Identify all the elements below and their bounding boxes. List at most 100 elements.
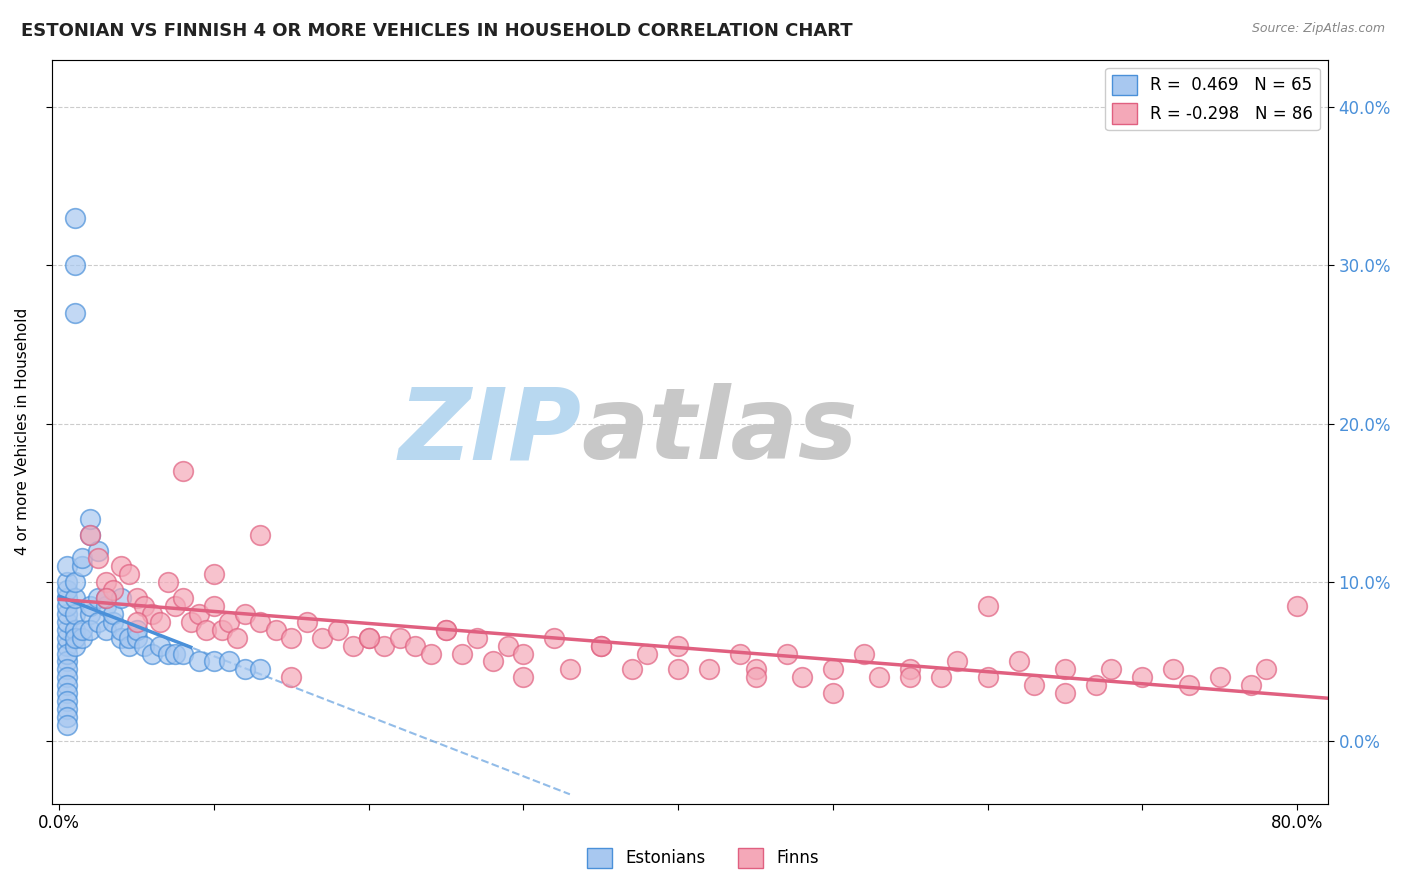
Point <box>63 259 86 273</box>
Point <box>1007 655 1029 669</box>
Point <box>63 211 86 225</box>
Point <box>156 575 179 590</box>
Point <box>103 615 125 629</box>
Point <box>1240 678 1263 692</box>
Point <box>496 639 519 653</box>
Point <box>94 623 117 637</box>
Point <box>1101 662 1123 676</box>
Text: ZIP: ZIP <box>398 384 581 480</box>
Point <box>156 647 179 661</box>
Point <box>56 615 79 629</box>
Point <box>94 591 117 606</box>
Point <box>852 647 875 661</box>
Point <box>172 647 194 661</box>
Text: ESTONIAN VS FINNISH 4 OR MORE VEHICLES IN HOUSEHOLD CORRELATION CHART: ESTONIAN VS FINNISH 4 OR MORE VEHICLES I… <box>21 22 852 40</box>
Point <box>280 670 302 684</box>
Point <box>56 623 79 637</box>
Point <box>79 607 101 621</box>
Point <box>465 631 488 645</box>
Point <box>56 631 79 645</box>
Point <box>56 718 79 732</box>
Point <box>481 655 503 669</box>
Point <box>202 567 225 582</box>
Point <box>976 670 998 684</box>
Point <box>697 662 720 676</box>
Point <box>63 607 86 621</box>
Point <box>87 591 110 606</box>
Point <box>149 615 172 629</box>
Text: atlas: atlas <box>581 384 858 480</box>
Point <box>388 631 411 645</box>
Point <box>141 607 163 621</box>
Point <box>1053 686 1076 700</box>
Point <box>357 631 380 645</box>
Point <box>63 575 86 590</box>
Point <box>434 623 457 637</box>
Point <box>110 631 132 645</box>
Point <box>172 464 194 478</box>
Point <box>94 599 117 613</box>
Point <box>1286 599 1309 613</box>
Point <box>512 647 534 661</box>
Point <box>56 591 79 606</box>
Point <box>744 662 766 676</box>
Point <box>1132 670 1154 684</box>
Point <box>218 615 240 629</box>
Point <box>976 599 998 613</box>
Point <box>125 623 148 637</box>
Point <box>1053 662 1076 676</box>
Point <box>134 599 156 613</box>
Point <box>898 662 921 676</box>
Point <box>1085 678 1108 692</box>
Point <box>187 607 209 621</box>
Point <box>141 647 163 661</box>
Point <box>125 615 148 629</box>
Point <box>821 662 844 676</box>
Point <box>249 662 271 676</box>
Point <box>342 639 364 653</box>
Point <box>165 647 187 661</box>
Point <box>134 639 156 653</box>
Point <box>187 655 209 669</box>
Point <box>56 670 79 684</box>
Point <box>79 527 101 541</box>
Point <box>56 647 79 661</box>
Point <box>898 670 921 684</box>
Point <box>56 559 79 574</box>
Point <box>180 615 202 629</box>
Point <box>945 655 967 669</box>
Point <box>63 631 86 645</box>
Point <box>868 670 890 684</box>
Point <box>56 710 79 724</box>
Point <box>419 647 441 661</box>
Point <box>63 591 86 606</box>
Point <box>666 662 689 676</box>
Point <box>744 670 766 684</box>
Point <box>56 655 79 669</box>
Point <box>79 599 101 613</box>
Y-axis label: 4 or more Vehicles in Household: 4 or more Vehicles in Household <box>15 308 30 556</box>
Point <box>636 647 658 661</box>
Point <box>56 575 79 590</box>
Point <box>56 639 79 653</box>
Point <box>929 670 952 684</box>
Point <box>821 686 844 700</box>
Point <box>87 543 110 558</box>
Point <box>295 615 318 629</box>
Point <box>357 631 380 645</box>
Point <box>249 527 271 541</box>
Point <box>1022 678 1045 692</box>
Point <box>1209 670 1232 684</box>
Point <box>79 527 101 541</box>
Point <box>110 559 132 574</box>
Point <box>589 639 612 653</box>
Point <box>172 591 194 606</box>
Point <box>118 639 141 653</box>
Point <box>1256 662 1278 676</box>
Point <box>56 662 79 676</box>
Point <box>790 670 813 684</box>
Point <box>56 686 79 700</box>
Point <box>56 607 79 621</box>
Point <box>195 623 218 637</box>
Point <box>165 599 187 613</box>
